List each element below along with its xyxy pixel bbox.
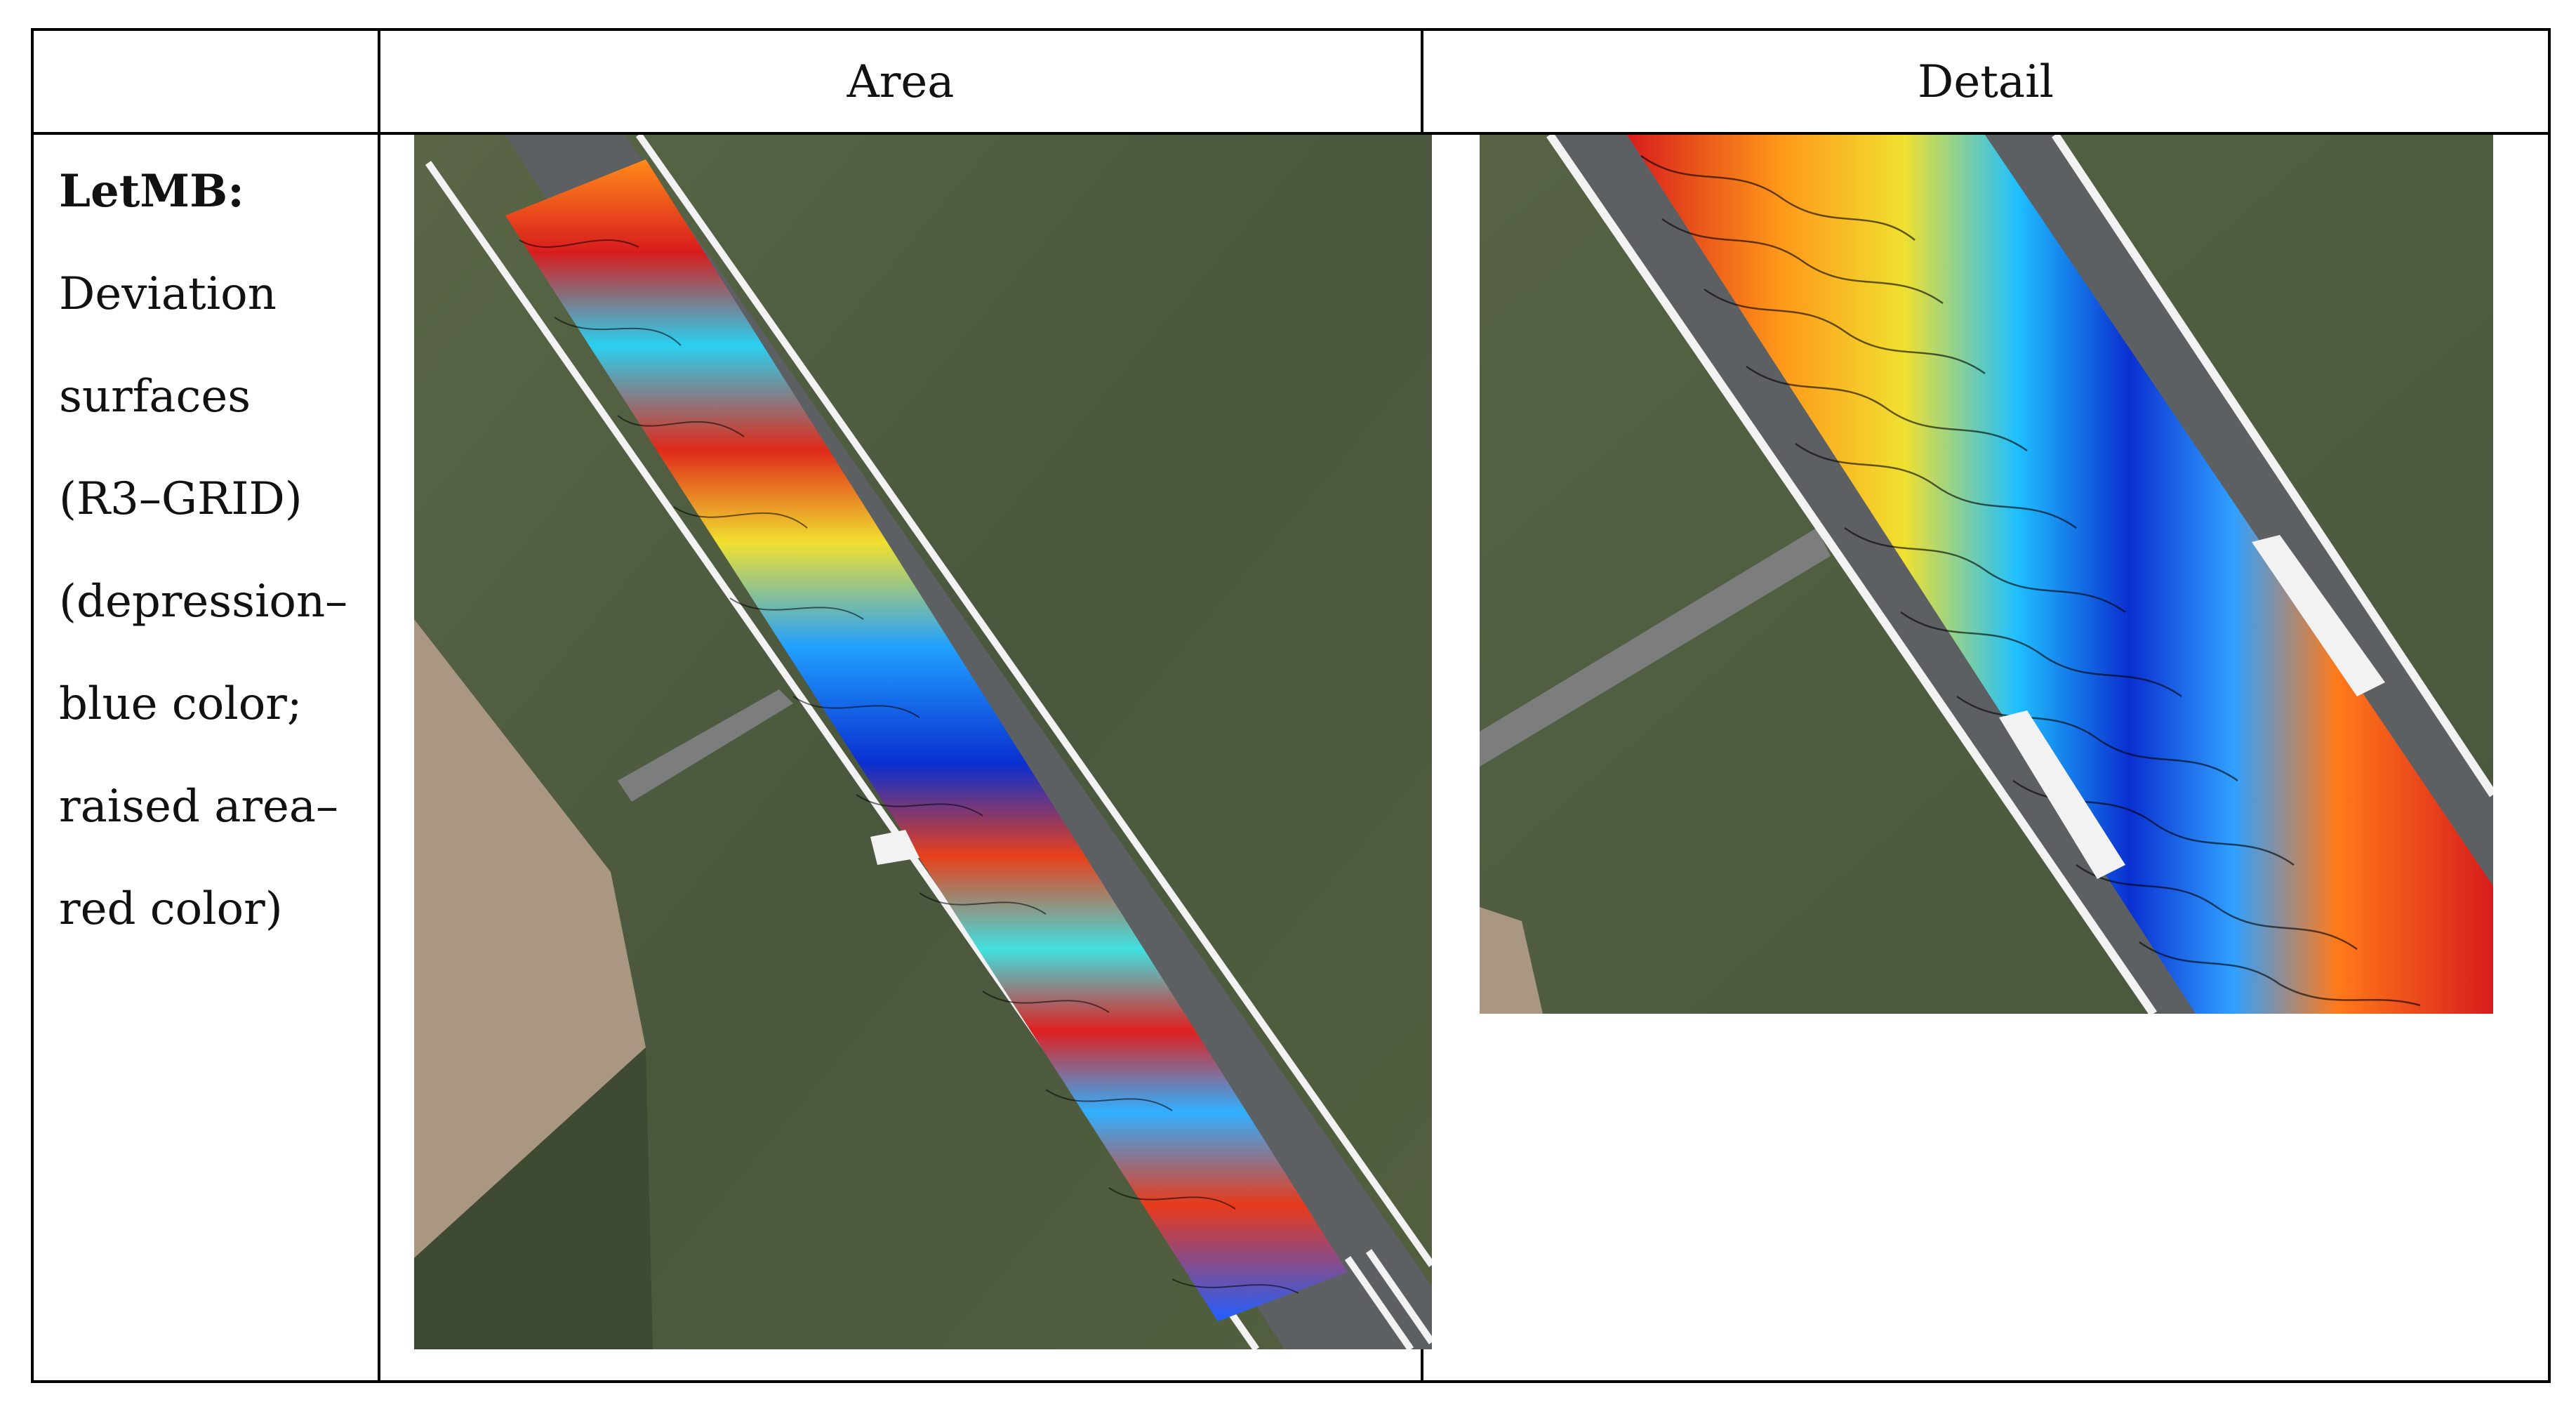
field-patch bbox=[1480, 907, 1543, 1014]
table-border-left bbox=[31, 28, 34, 1383]
row-title: LetMB: bbox=[59, 165, 244, 218]
detail-map-graphic bbox=[1480, 135, 2493, 1014]
row-label-line-justified: raised area– bbox=[59, 755, 361, 858]
row-label-line: (R3–GRID) bbox=[59, 473, 303, 525]
row-label-line: blue color; bbox=[59, 678, 303, 730]
row-label-word: area– bbox=[214, 781, 339, 833]
field-patch bbox=[414, 619, 646, 1258]
row-label-line: surfaces bbox=[59, 371, 251, 423]
taxiway bbox=[618, 689, 793, 802]
row-label-line: red color) bbox=[59, 883, 283, 935]
table-border-top bbox=[31, 28, 2551, 31]
contour-lines bbox=[519, 239, 1299, 1294]
column-header-area: Area bbox=[847, 56, 955, 108]
taxiway bbox=[1480, 528, 1831, 767]
deviation-surface bbox=[505, 159, 1348, 1321]
row-label-line: (depression– bbox=[59, 576, 348, 628]
detail-deviation-map bbox=[1480, 135, 2493, 1014]
area-map-graphic bbox=[414, 135, 1432, 1349]
runway-marking bbox=[2252, 535, 2385, 696]
runway-edge-line bbox=[1546, 135, 2157, 1014]
table-header-divider bbox=[31, 132, 2551, 135]
area-deviation-map bbox=[414, 135, 1432, 1349]
runway-edge-line bbox=[635, 135, 1432, 1267]
runway-marking bbox=[1999, 710, 2125, 879]
runway-edge-line bbox=[2052, 135, 2493, 798]
row-label-word: raised bbox=[59, 781, 200, 833]
column-header-detail: Detail bbox=[1918, 56, 2054, 108]
table-border-right bbox=[2548, 28, 2551, 1383]
threshold-markings bbox=[1344, 1249, 1432, 1349]
row-label-line: Deviation bbox=[59, 268, 277, 320]
table-border-bottom bbox=[31, 1380, 2551, 1383]
contour-lines bbox=[1640, 154, 2421, 1007]
column-divider-1 bbox=[378, 28, 380, 1383]
runway-marking bbox=[870, 830, 919, 865]
row-label: LetMB: Deviation surfaces (R3–GRID) (dep… bbox=[59, 140, 361, 960]
grass-patch bbox=[414, 1047, 653, 1349]
deviation-surface bbox=[1627, 135, 2493, 1014]
